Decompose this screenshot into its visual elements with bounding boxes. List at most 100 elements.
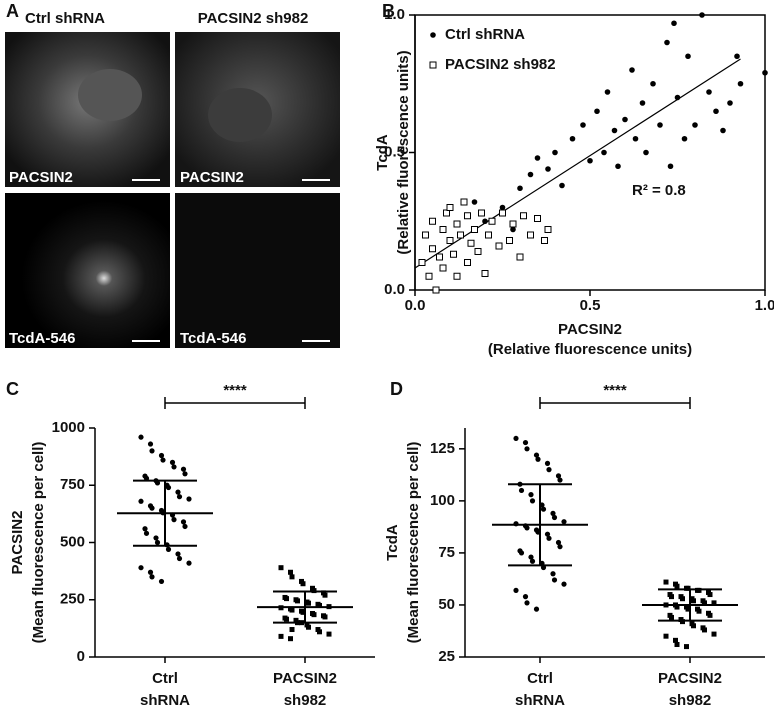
point <box>153 535 159 541</box>
point <box>706 89 712 95</box>
legend-marker <box>430 32 436 38</box>
point <box>734 53 740 60</box>
point <box>142 526 148 532</box>
point <box>453 220 461 228</box>
y-tick-label: 50 <box>438 596 455 613</box>
point <box>149 505 155 511</box>
point <box>669 614 674 620</box>
point <box>663 633 669 639</box>
point <box>555 473 562 479</box>
x-tick-label: shRNA <box>140 692 190 707</box>
micrograph <box>5 193 170 348</box>
point <box>561 581 567 587</box>
x-axis-label: (Relative fluorescence units) <box>488 341 692 358</box>
point <box>524 446 530 452</box>
point <box>663 579 669 585</box>
point <box>499 209 506 217</box>
point <box>550 571 556 577</box>
point <box>186 560 192 566</box>
point <box>436 253 443 261</box>
panel-letter: C <box>6 379 19 399</box>
point <box>288 636 293 642</box>
y-axis-label: PACSIN2 <box>9 511 26 575</box>
point <box>674 642 680 648</box>
point <box>535 456 541 462</box>
point <box>681 135 688 142</box>
point <box>696 587 702 593</box>
point <box>657 122 663 128</box>
point <box>692 122 698 128</box>
legend-marker <box>429 61 437 69</box>
point <box>528 492 534 498</box>
annotation: R² = 0.8 <box>632 182 686 199</box>
y-tick-label: 250 <box>60 591 85 608</box>
point <box>540 506 547 512</box>
x-tick-label: Ctrl <box>527 670 553 687</box>
point <box>685 53 691 60</box>
scale-bars <box>132 179 330 342</box>
point <box>467 239 475 247</box>
point <box>551 577 558 583</box>
point <box>171 464 177 470</box>
point <box>594 108 600 115</box>
point <box>711 600 717 606</box>
point <box>674 94 681 101</box>
point <box>727 100 733 106</box>
point <box>684 644 689 650</box>
point <box>149 574 155 580</box>
point <box>278 633 284 639</box>
point <box>453 272 461 280</box>
y-axis-label: (Mean fluorescence per cell) <box>405 442 422 644</box>
point <box>650 80 656 87</box>
point <box>629 67 635 73</box>
point <box>326 631 332 637</box>
point <box>516 253 524 261</box>
point <box>680 596 685 602</box>
point <box>488 217 496 225</box>
point <box>180 519 187 525</box>
point <box>471 199 478 205</box>
point <box>138 498 144 504</box>
x-tick-label: 0.5 <box>580 297 601 314</box>
point <box>643 149 649 156</box>
point <box>464 259 471 266</box>
point <box>158 578 165 585</box>
point <box>439 264 447 272</box>
point <box>557 544 563 550</box>
point <box>422 231 429 239</box>
y-tick-label: 750 <box>60 476 85 493</box>
point <box>691 598 696 604</box>
significance-label: **** <box>603 382 627 399</box>
point <box>534 155 541 161</box>
point <box>450 250 457 258</box>
point <box>289 607 295 613</box>
trendline <box>414 58 741 269</box>
point <box>154 539 161 546</box>
point <box>707 592 713 598</box>
x-tick-label: 1.0 <box>755 297 774 314</box>
point <box>669 594 674 600</box>
point <box>478 209 485 217</box>
point <box>322 614 328 620</box>
point <box>713 108 719 115</box>
point <box>138 434 144 440</box>
error-bar <box>658 588 722 622</box>
point <box>317 629 322 635</box>
point <box>580 122 586 128</box>
point <box>541 237 548 244</box>
point <box>551 514 558 521</box>
point <box>175 551 181 557</box>
point <box>169 459 176 465</box>
point <box>517 185 523 192</box>
panel-letter: B <box>382 1 395 21</box>
point <box>418 259 426 266</box>
point <box>611 127 618 134</box>
point <box>182 471 188 477</box>
point <box>429 245 436 253</box>
point <box>509 220 517 228</box>
error-bar <box>508 483 572 567</box>
point <box>691 623 696 629</box>
nucleus <box>208 88 272 142</box>
point <box>149 448 155 454</box>
